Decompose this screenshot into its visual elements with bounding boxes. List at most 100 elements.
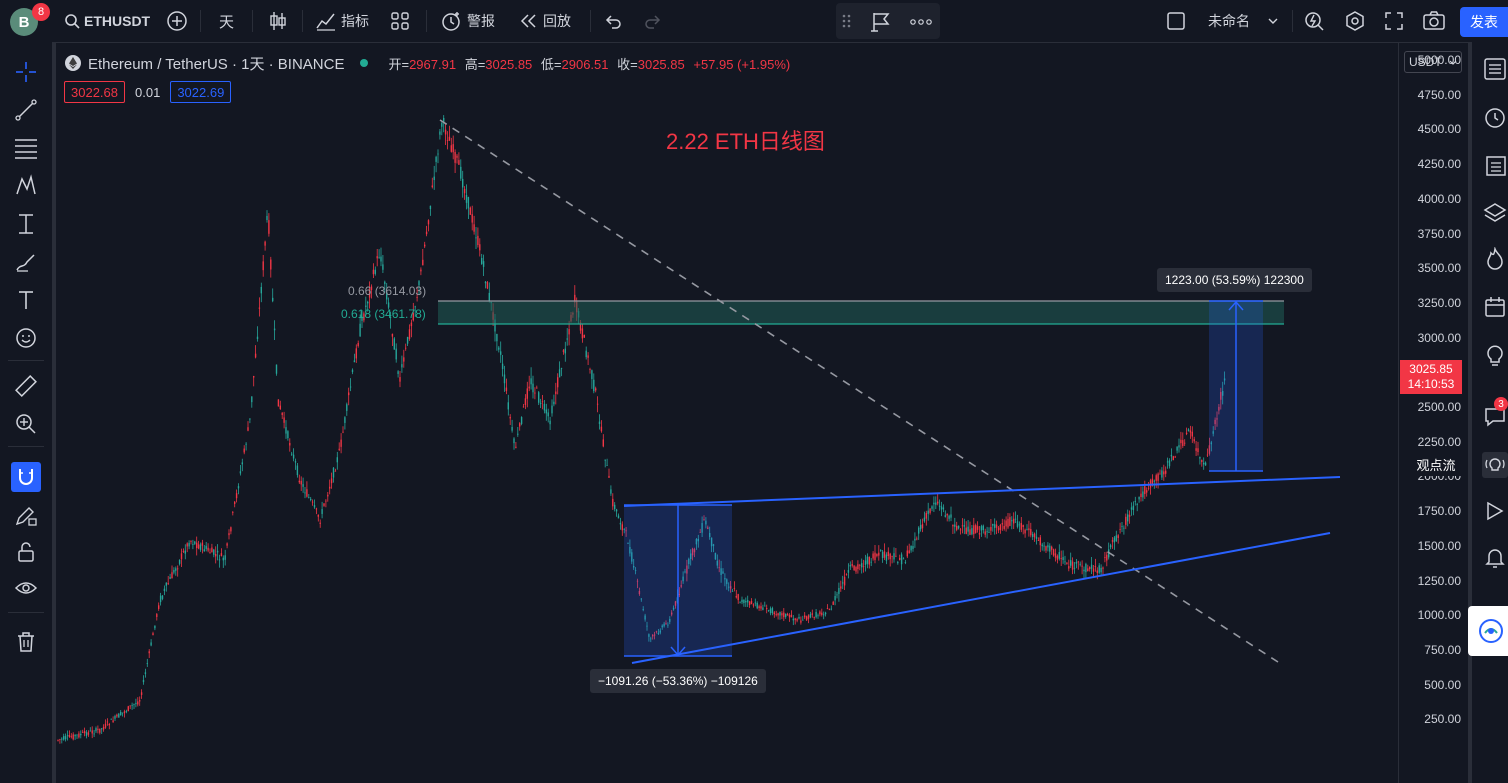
- data-window-button[interactable]: [1482, 152, 1508, 178]
- candle-body: [254, 353, 257, 358]
- candle-body: [311, 501, 314, 503]
- lower-trendline[interactable]: [631, 532, 1331, 664]
- lock-drawing-mode[interactable]: [12, 502, 40, 530]
- candle-body: [363, 313, 365, 321]
- text-tool[interactable]: [12, 286, 40, 314]
- trendline-tool[interactable]: [12, 96, 40, 124]
- ideas-button[interactable]: [1482, 342, 1508, 368]
- assistant-widget[interactable]: [1468, 606, 1508, 656]
- candle-body: [826, 608, 829, 609]
- alerts-panel-button[interactable]: [1482, 104, 1508, 130]
- fib-zone[interactable]: [438, 301, 1284, 324]
- calendar-button[interactable]: [1482, 294, 1508, 320]
- zoom-tool[interactable]: [12, 410, 40, 438]
- pattern-tool[interactable]: [12, 172, 40, 200]
- candle-body: [1127, 514, 1129, 522]
- replay-button[interactable]: 回放: [519, 0, 571, 42]
- settings-button[interactable]: [1344, 0, 1366, 42]
- symbol-search-button[interactable]: ETHUSDT: [64, 0, 150, 42]
- lock-all-button[interactable]: [12, 538, 40, 566]
- price-tick-label: 5000.00: [1417, 53, 1461, 67]
- candle-body: [876, 553, 878, 557]
- price-tick-label: 250.00: [1424, 712, 1461, 727]
- remove-drawings-button[interactable]: [12, 628, 40, 656]
- candle-body: [201, 542, 204, 546]
- trash-icon: [18, 632, 34, 652]
- market-status-dot[interactable]: [360, 59, 369, 67]
- interval-button[interactable]: 天: [219, 13, 235, 31]
- idea-stream-button[interactable]: [1482, 452, 1508, 478]
- candle-body: [125, 711, 128, 712]
- price-axis[interactable]: 5000.00 4750.00 4500.00 4250.00 4000.00 3750.…: [1398, 42, 1469, 783]
- price-tick-label: 3250.00: [1417, 295, 1461, 310]
- candle-body: [760, 606, 762, 609]
- object-tree-button[interactable]: [1482, 200, 1508, 226]
- candle-body: [452, 144, 454, 153]
- candle-body: [156, 614, 158, 617]
- fib-tool[interactable]: [12, 134, 40, 162]
- undo-button[interactable]: [604, 0, 622, 42]
- candle-body: [283, 417, 285, 423]
- candle-body: [633, 565, 635, 568]
- symbol-title[interactable]: Ethereum / TetherUS · 1天 · BINANCE: [88, 55, 345, 73]
- more-dots-icon[interactable]: [910, 18, 932, 26]
- currency-select[interactable]: USDT: [1404, 51, 1462, 73]
- emoji-tool[interactable]: [12, 324, 40, 352]
- redo-button[interactable]: [644, 0, 662, 42]
- chart-style-button[interactable]: [267, 0, 289, 42]
- candle-body: [1066, 562, 1068, 564]
- candle-body: [158, 605, 160, 609]
- notifications-button[interactable]: [1482, 544, 1508, 570]
- watchlist-button[interactable]: [1482, 56, 1508, 82]
- alert-button[interactable]: 警报: [440, 0, 495, 42]
- chat-button[interactable]: [1482, 404, 1508, 430]
- candle-body: [859, 564, 861, 566]
- hide-drawings-button[interactable]: [12, 574, 40, 602]
- chart-annotation-title[interactable]: 2.22 ETH日线图: [666, 129, 825, 154]
- toolbar-divider: [1292, 10, 1293, 32]
- screenshot-button[interactable]: [1422, 0, 1446, 42]
- candle-body: [724, 578, 726, 580]
- sell-button[interactable]: 3022.68: [64, 81, 125, 103]
- candle-body: [1071, 561, 1074, 570]
- candle-body: [336, 457, 338, 463]
- price-chart[interactable]: [56, 42, 1398, 783]
- layouts-button[interactable]: [390, 0, 410, 42]
- crosshair-tool[interactable]: [12, 58, 40, 86]
- candle-body: [315, 508, 318, 510]
- hotlists-button[interactable]: [1482, 246, 1508, 272]
- candle-body: [992, 523, 994, 526]
- candle-body: [108, 723, 110, 726]
- forecast-tool[interactable]: [12, 210, 40, 238]
- candle-body: [140, 692, 143, 695]
- downtrend-line[interactable]: [439, 119, 1279, 663]
- magnet-mode-toggle[interactable]: [11, 462, 41, 492]
- candle-body: [718, 567, 720, 569]
- indicators-button[interactable]: 指标: [315, 0, 369, 42]
- flag-icon[interactable]: [870, 11, 892, 33]
- candle-body: [509, 417, 511, 419]
- candle-body: [522, 406, 525, 408]
- candle-body: [771, 607, 774, 614]
- upper-trendline[interactable]: [623, 476, 1341, 507]
- candle-body: [634, 570, 637, 571]
- candle-body: [91, 730, 93, 734]
- quick-search-button[interactable]: [1304, 0, 1326, 42]
- compare-add-button[interactable]: [166, 0, 188, 42]
- candle-body: [1035, 536, 1038, 539]
- publish-button[interactable]: 发表: [1460, 7, 1508, 37]
- fullscreen-button[interactable]: [1384, 0, 1404, 42]
- measure-tool[interactable]: [12, 372, 40, 400]
- eye-icon: [14, 582, 38, 594]
- candle-body: [319, 522, 321, 524]
- candle-body: [330, 478, 333, 484]
- candle-body: [384, 281, 386, 285]
- buy-button[interactable]: 3022.69: [170, 81, 232, 103]
- candle-body: [131, 705, 133, 706]
- layout-checkbox[interactable]: [1166, 0, 1186, 42]
- brush-tool[interactable]: [12, 248, 40, 276]
- streams-button[interactable]: [1482, 498, 1508, 524]
- drag-handle-icon[interactable]: [842, 13, 852, 29]
- toolbar-divider: [252, 10, 253, 32]
- layout-name-dropdown[interactable]: 未命名: [1208, 0, 1278, 42]
